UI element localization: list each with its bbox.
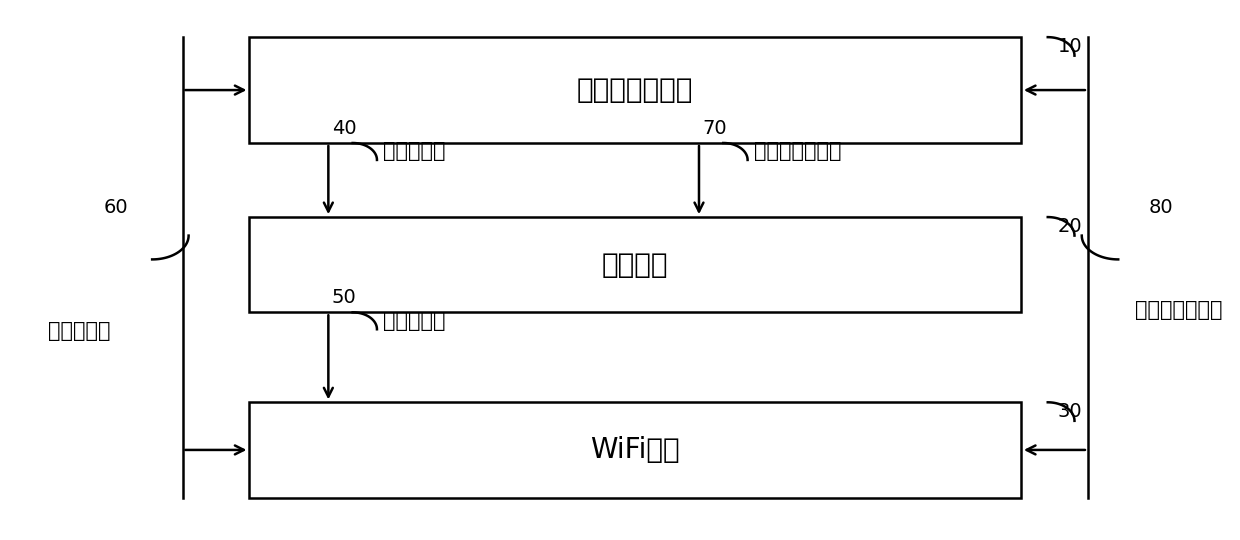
Text: 第一反激变换器: 第一反激变换器	[754, 141, 841, 161]
Text: 20: 20	[1058, 217, 1083, 236]
Bar	[249, 402, 1021, 497]
Text: 40: 40	[332, 119, 357, 138]
Text: 60: 60	[103, 198, 128, 217]
Text: 10: 10	[1058, 37, 1083, 56]
Text: 附加绵缘带: 附加绵缘带	[383, 311, 445, 331]
Text: 30: 30	[1058, 402, 1083, 421]
Bar	[249, 217, 1021, 312]
Text: 50: 50	[332, 288, 357, 307]
Text: 80: 80	[1148, 198, 1173, 217]
Text: 加强绵缘带: 加强绵缘带	[48, 321, 110, 341]
Bar	[249, 37, 1021, 143]
Text: 第二反激变换器: 第二反激变换器	[1136, 300, 1223, 320]
Text: 基本绵缘带: 基本绵缘带	[383, 141, 445, 161]
Text: 变换器控制电路: 变换器控制电路	[577, 76, 693, 104]
Text: 70: 70	[703, 119, 727, 138]
Text: 通信电路: 通信电路	[601, 251, 668, 279]
Text: WiFi电路: WiFi电路	[590, 436, 680, 464]
